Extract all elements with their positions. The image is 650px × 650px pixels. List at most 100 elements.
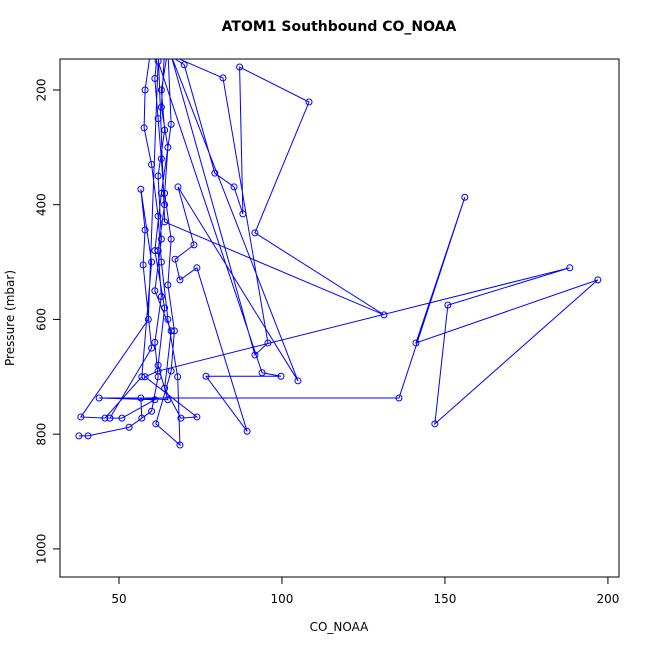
data-point: [148, 344, 156, 352]
chart-title: ATOM1 Southbound CO_NOAA: [222, 19, 457, 35]
data-point: [239, 210, 247, 218]
plot-area: [75, 59, 602, 449]
data-point: [277, 372, 285, 380]
data-point: [77, 413, 85, 421]
data-point: [412, 339, 420, 347]
data-point: [164, 396, 172, 404]
data-point: [161, 126, 169, 134]
data-point: [176, 276, 184, 284]
data-point: [164, 315, 172, 323]
data-point: [258, 369, 266, 377]
data-point: [230, 183, 238, 191]
data-point: [157, 155, 165, 163]
data-point: [251, 229, 259, 237]
data-point: [101, 414, 109, 422]
data-point: [148, 407, 156, 415]
data-point: [251, 351, 259, 359]
data-point: [243, 427, 251, 435]
data-point: [157, 189, 165, 197]
data-point: [139, 261, 147, 269]
data-point: [137, 394, 145, 402]
data-point: [140, 124, 148, 132]
x-tick-label: 200: [596, 592, 619, 606]
data-point: [157, 86, 165, 94]
data-point: [167, 367, 175, 375]
data-point: [305, 98, 313, 106]
data-point: [154, 212, 162, 220]
data-point: [164, 143, 172, 151]
data-point: [161, 384, 169, 392]
data-point: [152, 420, 160, 428]
data-point: [151, 396, 159, 404]
data-point: [380, 311, 388, 319]
data-point: [154, 361, 162, 369]
y-tick-label: 600: [35, 308, 49, 331]
data-point: [151, 247, 159, 255]
y-tick-label: 800: [35, 423, 49, 446]
data-point: [171, 255, 179, 263]
data-point: [151, 75, 159, 83]
data-point: [84, 432, 92, 440]
data-point: [174, 373, 182, 381]
data-point: [141, 373, 149, 381]
data-point: [157, 292, 165, 300]
x-tick-label: 50: [111, 592, 126, 606]
data-point: [395, 394, 403, 402]
data-point: [202, 372, 210, 380]
data-point: [594, 276, 602, 284]
data-point: [264, 339, 272, 347]
data-point: [161, 201, 169, 209]
data-point: [137, 185, 145, 193]
data-point: [190, 241, 198, 249]
data-point: [157, 258, 165, 266]
data-point: [236, 63, 244, 71]
y-tick-label: 1000: [35, 534, 49, 565]
data-point: [154, 59, 162, 65]
data-point: [193, 264, 201, 272]
data-point: [151, 287, 159, 295]
y-axis-label: Pressure (mbar): [3, 270, 17, 366]
y-tick-label: 400: [35, 193, 49, 216]
data-point: [106, 414, 114, 422]
data-point: [444, 301, 452, 309]
data-point: [138, 373, 146, 381]
data-point: [176, 441, 184, 449]
data-point: [167, 327, 175, 335]
data-point: [193, 413, 201, 421]
data-point: [566, 264, 574, 272]
data-point: [144, 315, 152, 323]
data-point: [180, 61, 188, 69]
data-point: [161, 218, 169, 226]
data-point: [157, 235, 165, 243]
data-point: [167, 235, 175, 243]
x-tick-label: 100: [271, 592, 294, 606]
data-point: [75, 432, 83, 440]
data-point: [461, 193, 469, 201]
data-point: [141, 86, 149, 94]
data-point: [157, 103, 165, 111]
data-point: [154, 247, 162, 255]
data-point: [148, 161, 156, 169]
data-point: [170, 327, 178, 335]
data-point: [95, 394, 103, 402]
data-line: [78, 59, 599, 447]
data-point: [219, 74, 227, 82]
data-point: [211, 169, 219, 177]
data-point: [177, 414, 185, 422]
data-point: [294, 377, 302, 385]
data-point: [164, 281, 172, 289]
y-tick-label: 200: [35, 79, 49, 102]
data-point: [161, 304, 169, 312]
data-point: [138, 414, 146, 422]
data-point: [174, 183, 182, 191]
data-point: [161, 189, 169, 197]
data-point: [125, 423, 133, 431]
x-tick-label: 150: [433, 592, 456, 606]
data-point: [141, 226, 149, 234]
data-point: [148, 258, 156, 266]
data-point: [167, 120, 175, 128]
plot-frame: [59, 58, 620, 578]
